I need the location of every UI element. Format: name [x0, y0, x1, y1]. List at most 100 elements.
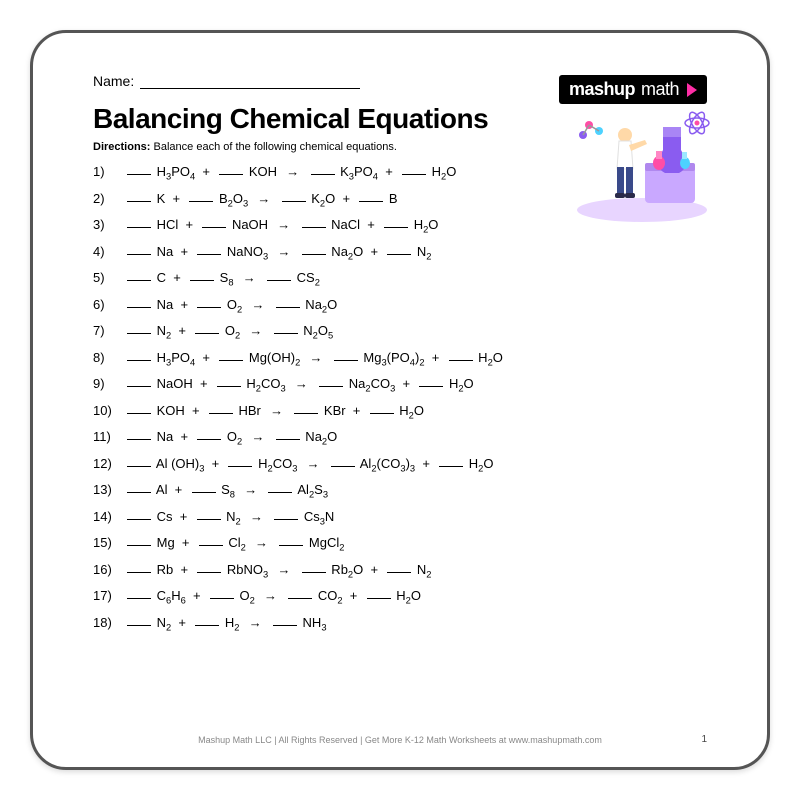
- equation-body: NaOH + H2CO3 → Na2CO3 + H2O: [125, 377, 474, 390]
- coefficient-blank[interactable]: [273, 625, 297, 626]
- coefficient-blank[interactable]: [127, 519, 151, 520]
- coefficient-blank[interactable]: [387, 572, 411, 573]
- coefficient-blank[interactable]: [197, 572, 221, 573]
- coefficient-blank[interactable]: [439, 466, 463, 467]
- coefficient-blank[interactable]: [228, 466, 252, 467]
- coefficient-blank[interactable]: [219, 174, 243, 175]
- coefficient-blank[interactable]: [359, 201, 383, 202]
- equation-body: H3PO4 + Mg(OH)2 → Mg3(PO4)2 + H2O: [125, 351, 503, 364]
- mashup-math-logo: mashupmath: [559, 75, 707, 104]
- coefficient-blank[interactable]: [302, 254, 326, 255]
- equation-number: 11): [93, 430, 125, 443]
- arrow-icon: →: [286, 164, 299, 179]
- coefficient-blank[interactable]: [419, 386, 443, 387]
- coefficient-blank[interactable]: [334, 360, 358, 361]
- worksheet-page: Name: mashupmath Balancing Chemical Equa…: [30, 30, 770, 770]
- coefficient-blank[interactable]: [210, 598, 234, 599]
- coefficient-blank[interactable]: [449, 360, 473, 361]
- equation-number: 16): [93, 563, 125, 576]
- coefficient-blank[interactable]: [331, 466, 355, 467]
- coefficient-blank[interactable]: [190, 280, 214, 281]
- coefficient-blank[interactable]: [199, 545, 223, 546]
- coefficient-blank[interactable]: [189, 201, 213, 202]
- coefficient-blank[interactable]: [311, 174, 335, 175]
- coefficient-blank[interactable]: [197, 307, 221, 308]
- coefficient-blank[interactable]: [370, 413, 394, 414]
- coefficient-blank[interactable]: [268, 492, 292, 493]
- arrow-icon: →: [243, 270, 256, 285]
- arrow-icon: →: [277, 244, 290, 259]
- equation-list: 1) H3PO4 + KOH → K3PO4 + H2O2) K + B2O3 …: [93, 165, 717, 629]
- coefficient-blank[interactable]: [127, 598, 151, 599]
- coefficient-blank[interactable]: [276, 307, 300, 308]
- arrow-icon: →: [264, 588, 277, 603]
- equation-number: 14): [93, 510, 125, 523]
- coefficient-blank[interactable]: [127, 307, 151, 308]
- coefficient-blank[interactable]: [127, 201, 151, 202]
- coefficient-blank[interactable]: [127, 492, 151, 493]
- coefficient-blank[interactable]: [319, 386, 343, 387]
- coefficient-blank[interactable]: [127, 254, 151, 255]
- play-icon: [687, 83, 697, 97]
- equation-body: Na + O2 → Na2O: [125, 298, 337, 311]
- coefficient-blank[interactable]: [294, 413, 318, 414]
- equation-row: 4) Na + NaNO3 → Na2O + N2: [93, 245, 717, 258]
- equation-number: 6): [93, 298, 125, 311]
- arrow-icon: →: [277, 562, 290, 577]
- coefficient-blank[interactable]: [195, 625, 219, 626]
- coefficient-blank[interactable]: [197, 254, 221, 255]
- arrow-icon: →: [307, 456, 320, 471]
- coefficient-blank[interactable]: [217, 386, 241, 387]
- chemistry-illustration: [567, 105, 717, 225]
- name-input-line[interactable]: [140, 88, 360, 89]
- coefficient-blank[interactable]: [127, 625, 151, 626]
- equation-body: C6H6 + O2 → CO2 + H2O: [125, 589, 421, 602]
- equation-number: 3): [93, 218, 125, 231]
- equation-row: 6) Na + O2 → Na2O: [93, 298, 717, 311]
- coefficient-blank[interactable]: [209, 413, 233, 414]
- coefficient-blank[interactable]: [276, 439, 300, 440]
- coefficient-blank[interactable]: [127, 545, 151, 546]
- equation-number: 4): [93, 245, 125, 258]
- coefficient-blank[interactable]: [127, 413, 151, 414]
- coefficient-blank[interactable]: [127, 386, 151, 387]
- coefficient-blank[interactable]: [384, 227, 408, 228]
- directions-text: Balance each of the following chemical e…: [150, 141, 396, 153]
- coefficient-blank[interactable]: [267, 280, 291, 281]
- coefficient-blank[interactable]: [192, 492, 216, 493]
- coefficient-blank[interactable]: [127, 466, 151, 467]
- coefficient-blank[interactable]: [282, 201, 306, 202]
- coefficient-blank[interactable]: [127, 227, 151, 228]
- coefficient-blank[interactable]: [197, 439, 221, 440]
- equation-row: 14) Cs + N2 → Cs3N: [93, 510, 717, 523]
- coefficient-blank[interactable]: [195, 333, 219, 334]
- coefficient-blank[interactable]: [127, 572, 151, 573]
- equation-row: 7) N2 + O2 → N2O5: [93, 324, 717, 337]
- coefficient-blank[interactable]: [387, 254, 411, 255]
- coefficient-blank[interactable]: [127, 439, 151, 440]
- coefficient-blank[interactable]: [202, 227, 226, 228]
- equation-body: N2 + O2 → N2O5: [125, 324, 333, 337]
- equation-number: 8): [93, 351, 125, 364]
- coefficient-blank[interactable]: [279, 545, 303, 546]
- coefficient-blank[interactable]: [367, 598, 391, 599]
- coefficient-blank[interactable]: [127, 360, 151, 361]
- equation-row: 12) Al (OH)3 + H2CO3 → Al2(CO3)3 + H2O: [93, 457, 717, 470]
- coefficient-blank[interactable]: [127, 280, 151, 281]
- directions-label: Directions:: [93, 141, 150, 153]
- coefficient-blank[interactable]: [402, 174, 426, 175]
- coefficient-blank[interactable]: [288, 598, 312, 599]
- coefficient-blank[interactable]: [274, 519, 298, 520]
- coefficient-blank[interactable]: [219, 360, 243, 361]
- coefficient-blank[interactable]: [127, 174, 151, 175]
- coefficient-blank[interactable]: [197, 519, 221, 520]
- equation-body: N2 + H2 → NH3: [125, 616, 327, 629]
- coefficient-blank[interactable]: [302, 227, 326, 228]
- coefficient-blank[interactable]: [274, 333, 298, 334]
- equation-row: 16) Rb + RbNO3 → Rb2O + N2: [93, 563, 717, 576]
- coefficient-blank[interactable]: [127, 333, 151, 334]
- coefficient-blank[interactable]: [302, 572, 326, 573]
- equation-number: 13): [93, 483, 125, 496]
- equation-row: 18) N2 + H2 → NH3: [93, 616, 717, 629]
- equation-row: 15) Mg + Cl2 → MgCl2: [93, 536, 717, 549]
